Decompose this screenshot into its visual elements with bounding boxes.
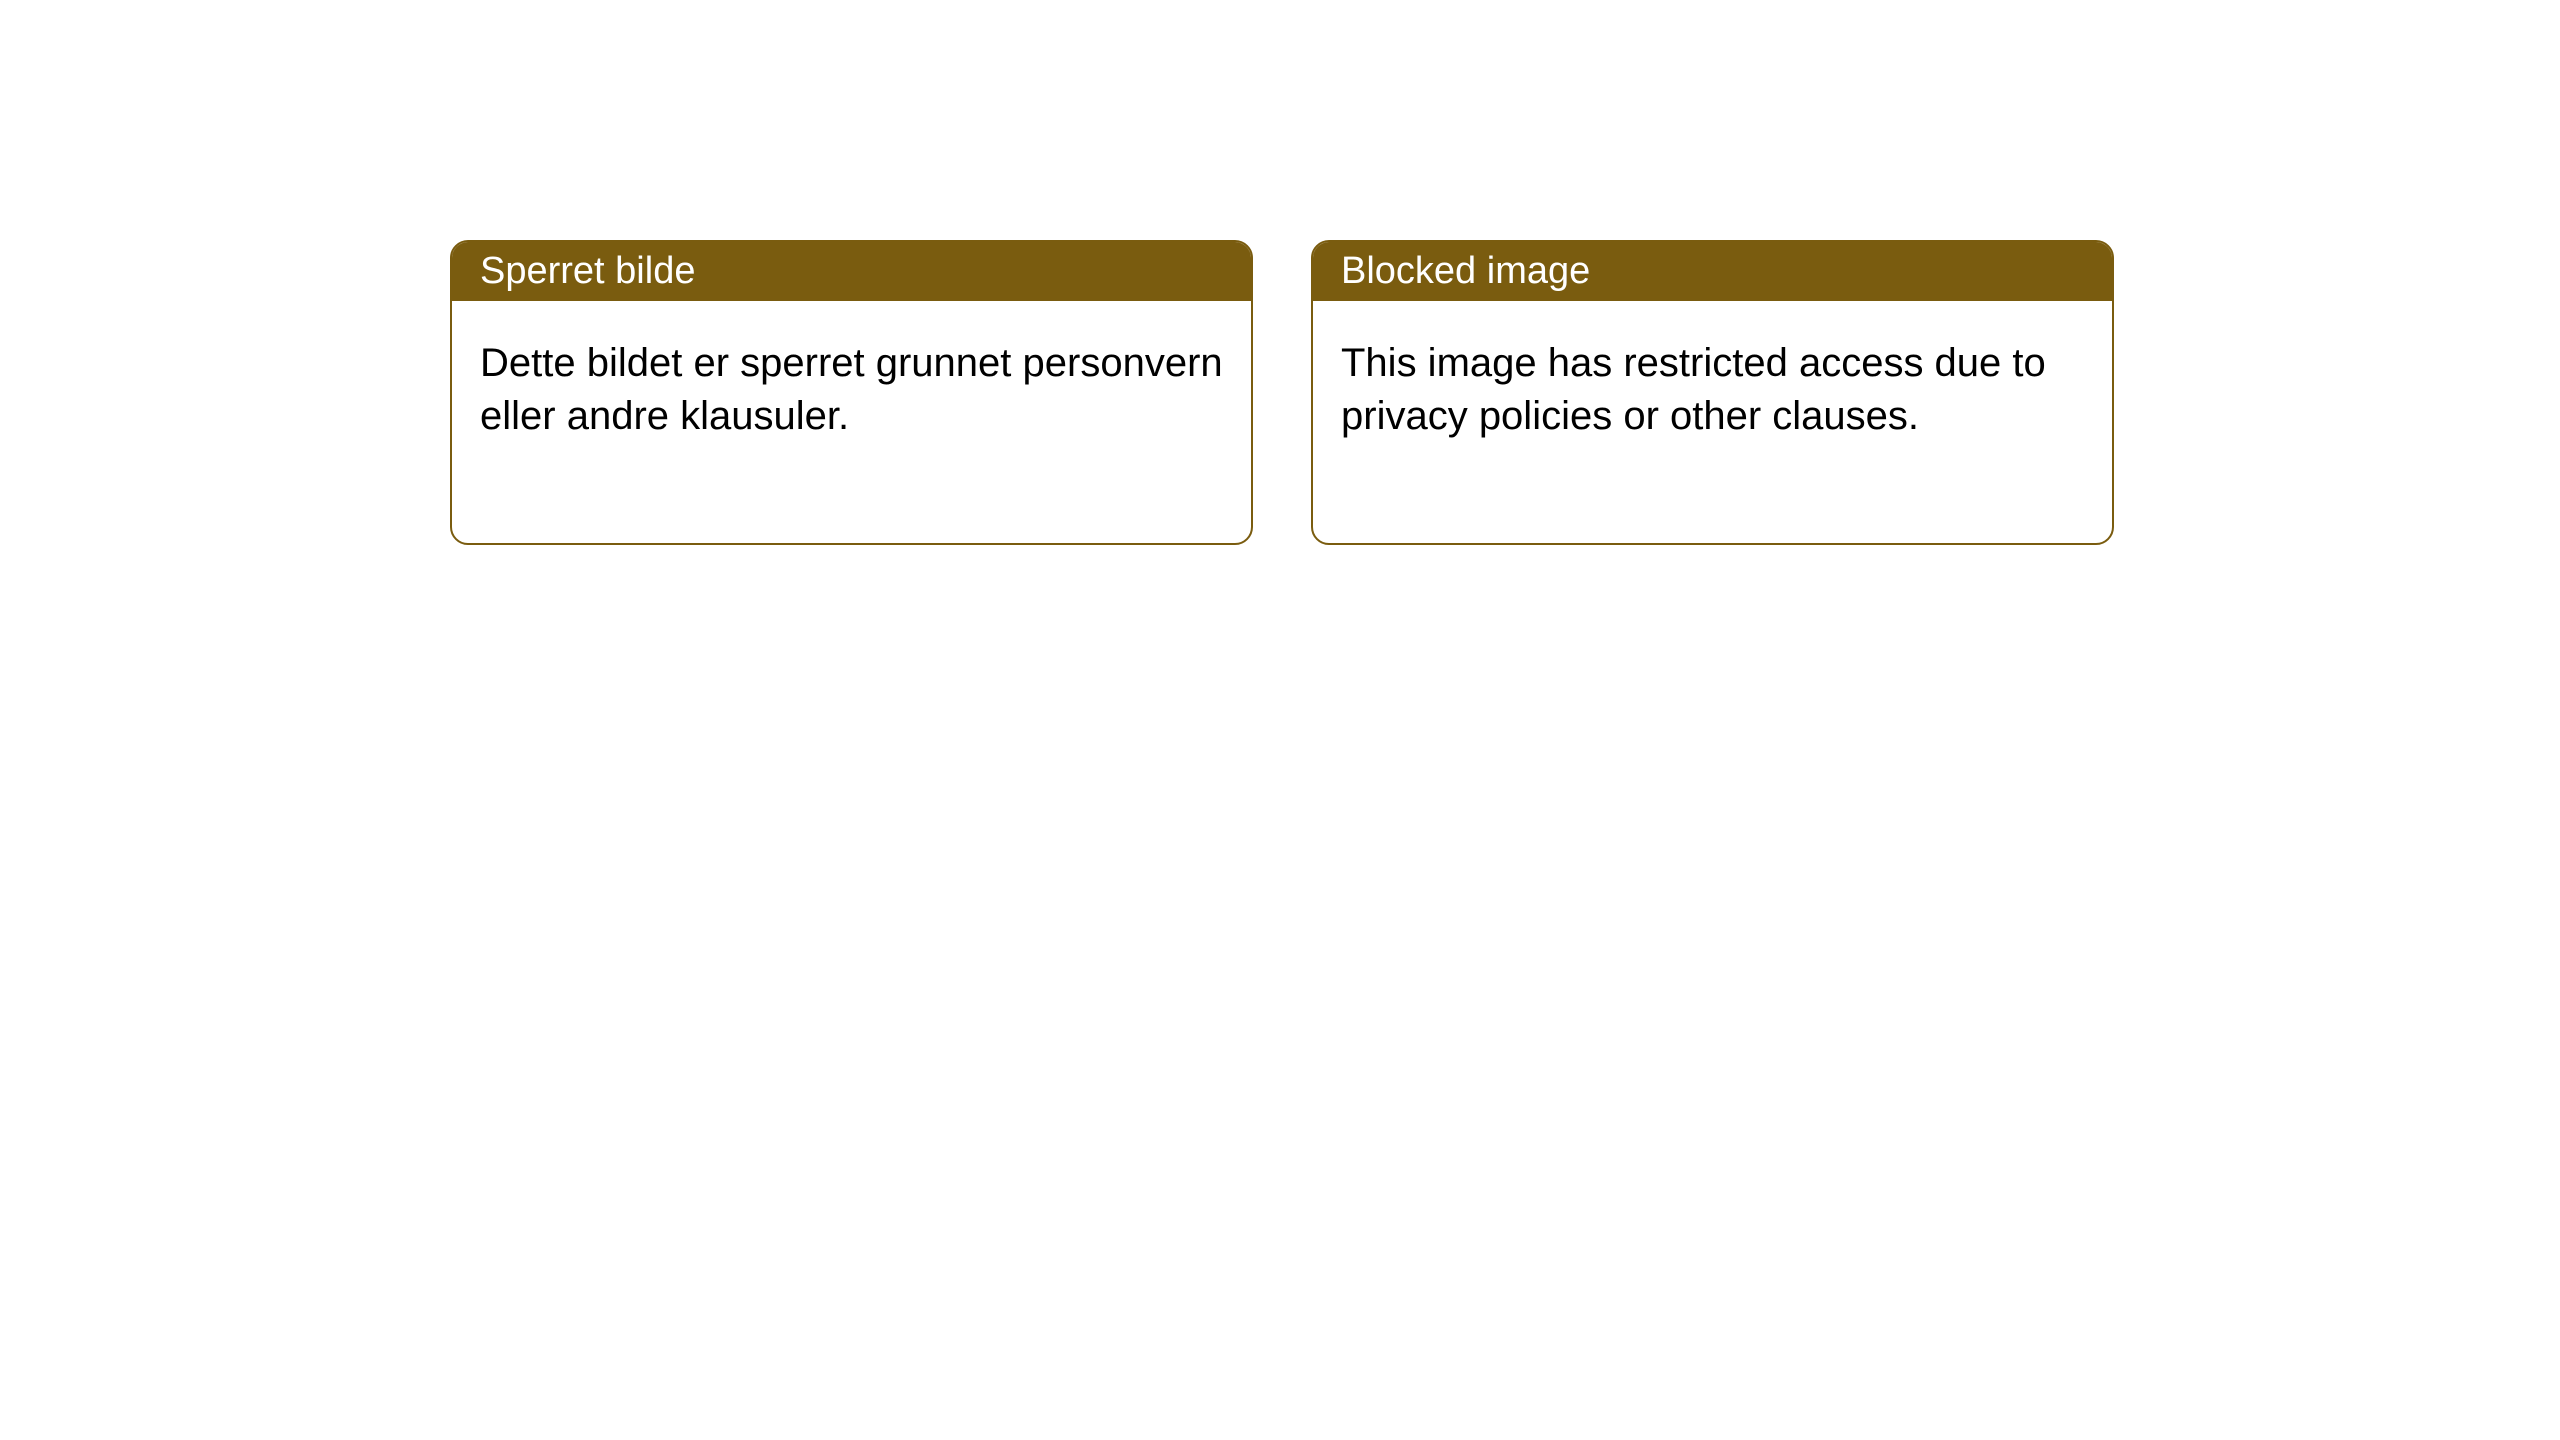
card-body-en: This image has restricted access due to … <box>1313 301 2112 543</box>
card-title-no: Sperret bilde <box>480 250 695 292</box>
card-header-en: Blocked image <box>1313 242 2112 301</box>
card-body-no: Dette bildet er sperret grunnet personve… <box>452 301 1251 543</box>
notice-cards-container: Sperret bilde Dette bildet er sperret gr… <box>0 0 2560 545</box>
card-title-en: Blocked image <box>1341 250 1590 292</box>
card-header-no: Sperret bilde <box>452 242 1251 301</box>
blocked-image-card-en: Blocked image This image has restricted … <box>1311 240 2114 545</box>
blocked-image-card-no: Sperret bilde Dette bildet er sperret gr… <box>450 240 1253 545</box>
card-body-text-no: Dette bildet er sperret grunnet personve… <box>480 341 1223 438</box>
card-body-text-en: This image has restricted access due to … <box>1341 341 2046 438</box>
